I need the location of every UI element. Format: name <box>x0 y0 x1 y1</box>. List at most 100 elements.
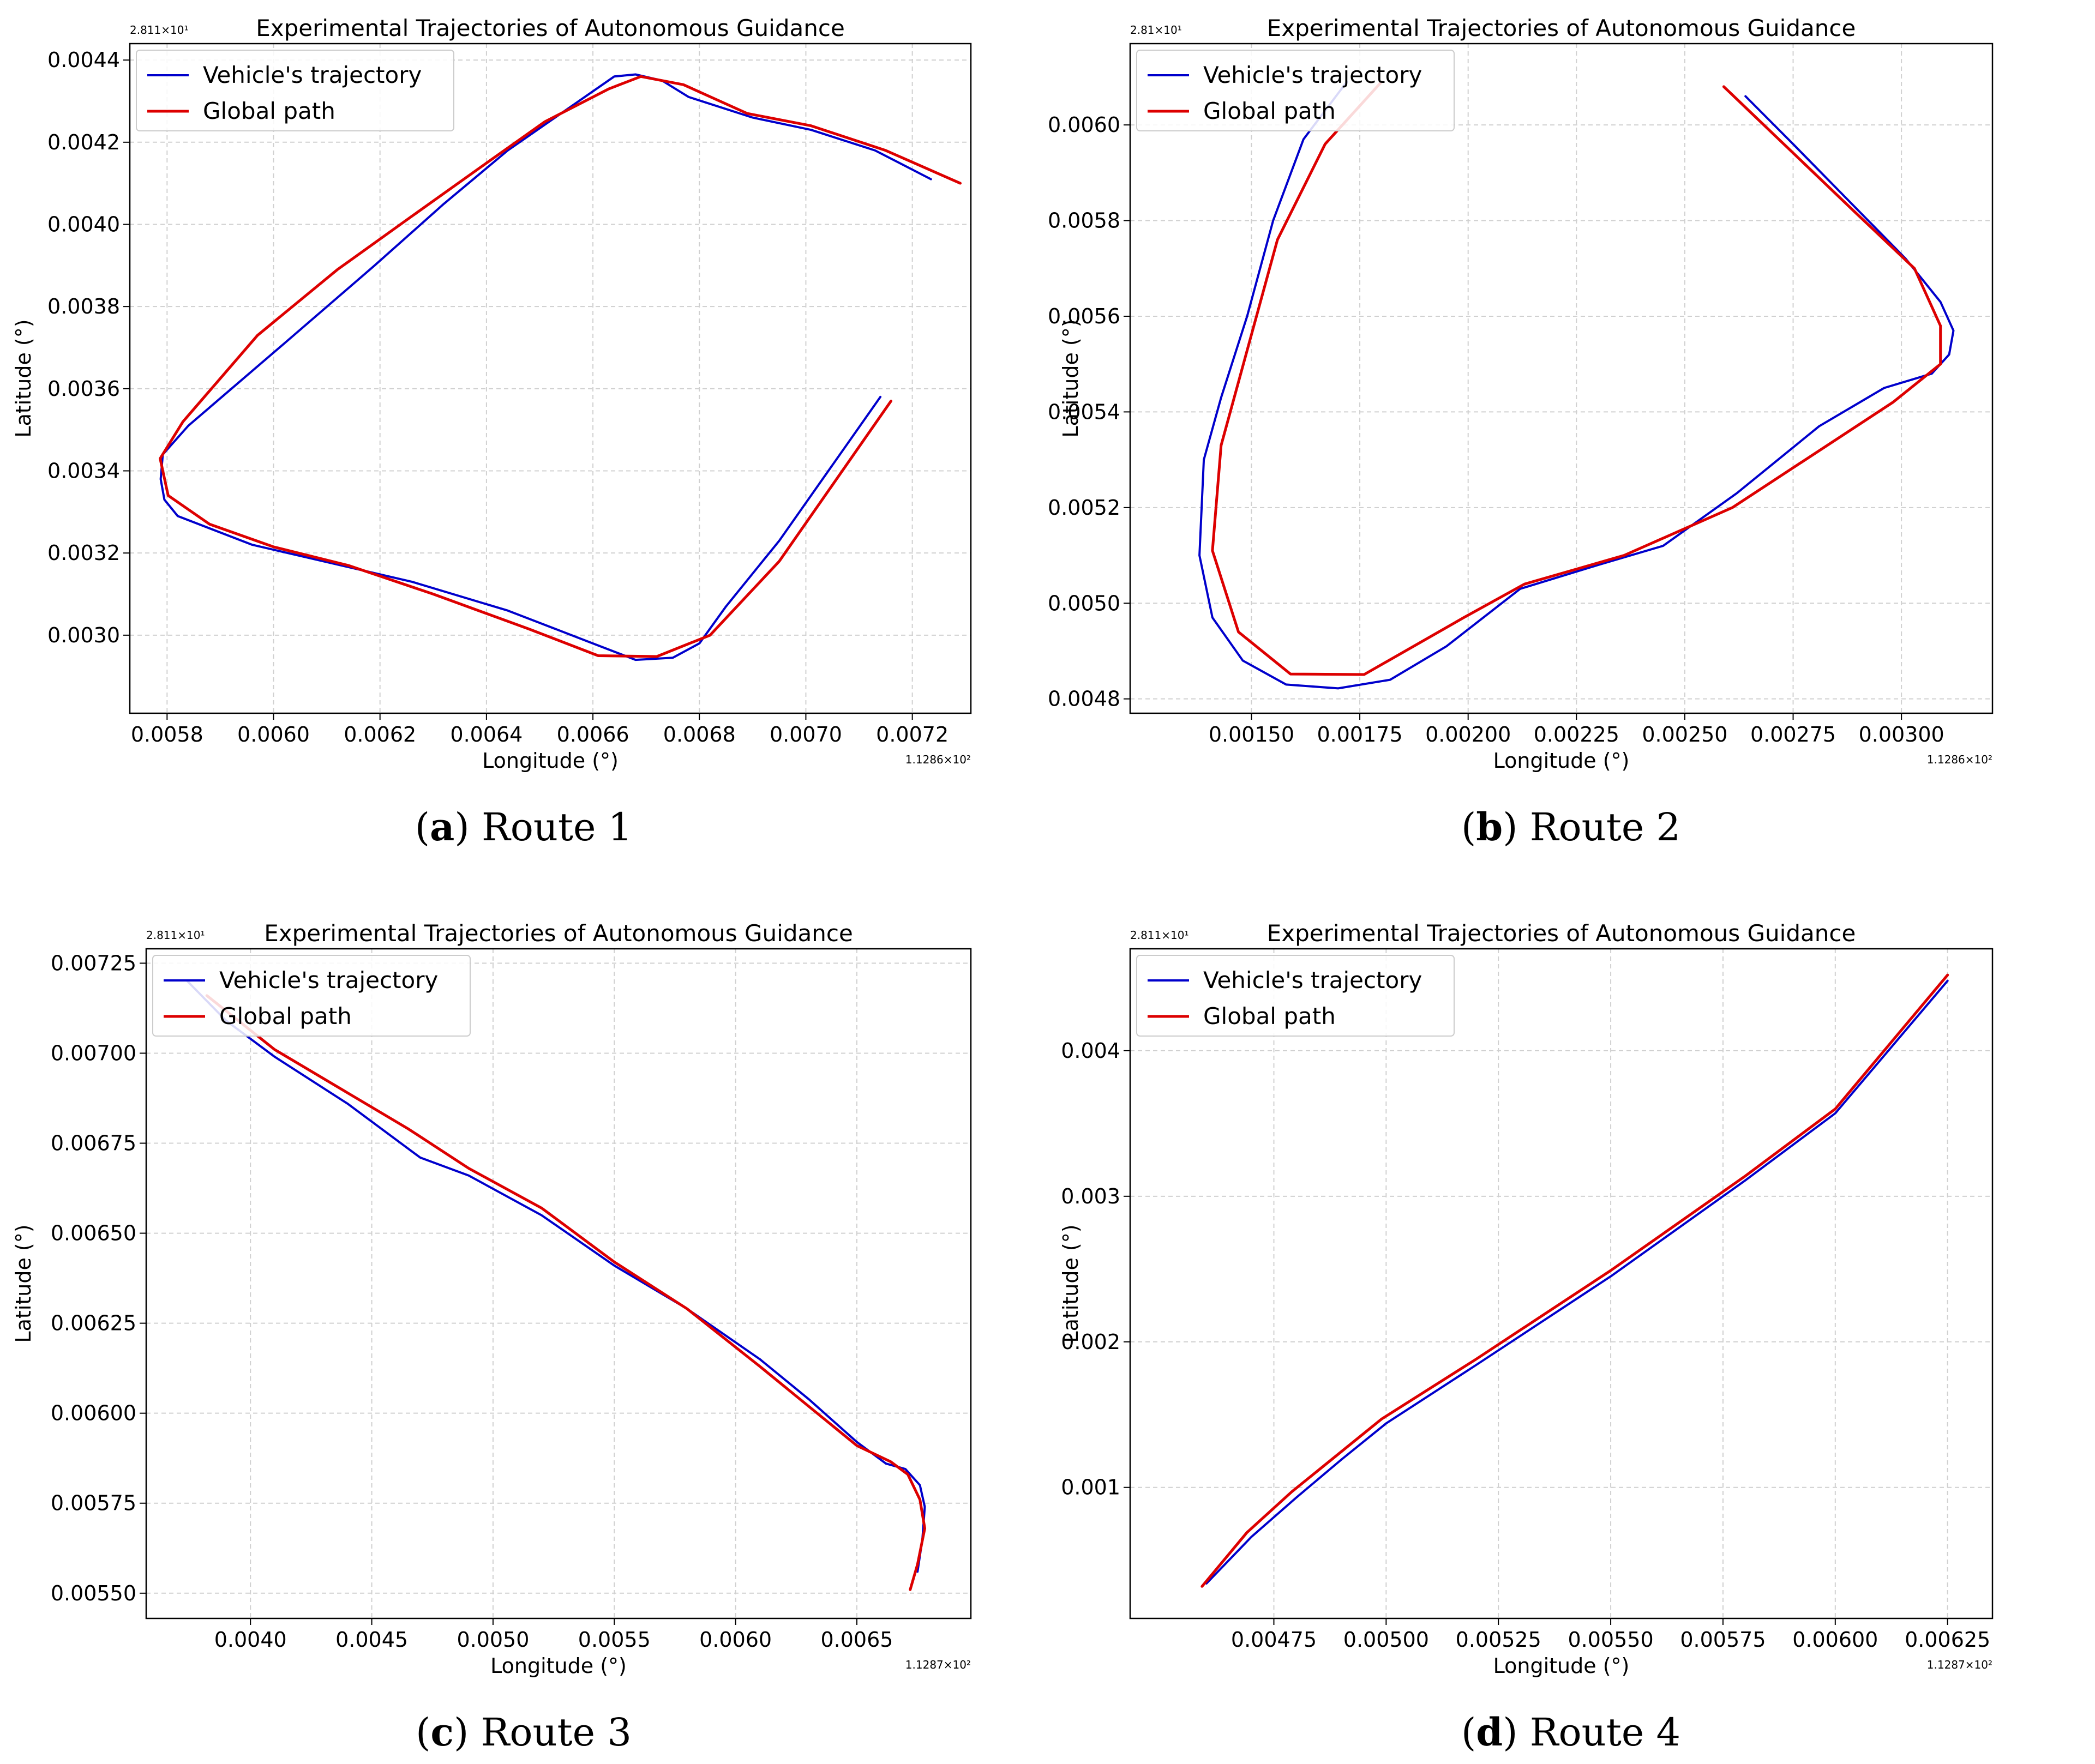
caption-letter: d <box>1476 1709 1503 1755</box>
series-line-global-path <box>1200 973 1949 1588</box>
plot-area <box>1130 44 1992 713</box>
chart-route-3: 0.0040 0.0045 0.0050 0.0055 0.0060 0.0065 0.00… <box>11 920 972 1678</box>
legend-box <box>136 50 454 131</box>
chart-route-2: 0.00150 0.00175 0.00200 0.00225 0.00250 0.002… <box>1048 15 1994 773</box>
x-tick-label: 0.0060 <box>237 723 310 746</box>
series-line-global-path <box>1211 80 1942 676</box>
y-tick-label: 0.0056 <box>1048 304 1120 328</box>
caption-route-1: (a) Route 1 <box>415 804 633 850</box>
x-tick-label: 0.00575 <box>1680 1628 1766 1652</box>
legend-label: Global path <box>1203 1003 1336 1029</box>
legend-label: Vehicle's trajectory <box>1203 967 1422 994</box>
x-tick-label: 0.0064 <box>450 723 523 746</box>
y-tick-label: 0.0044 <box>47 48 120 72</box>
y-tick-label: 0.0048 <box>1048 687 1120 711</box>
series-line-vehicle-trajectory <box>186 980 926 1573</box>
x-tick-label: 0.0058 <box>131 723 203 746</box>
caption-text: Route 4 <box>1529 1710 1681 1755</box>
y-tick-label: 0.003 <box>1061 1184 1120 1208</box>
series-line-vehicle-trajectory <box>159 73 932 661</box>
chart-title: Experimental Trajectories of Autonomous … <box>1267 920 1856 947</box>
y-tick-label: 0.0040 <box>47 212 120 236</box>
plot-frame <box>1129 43 1994 714</box>
y-tick-label: 0.00650 <box>51 1221 136 1245</box>
x-offset-label: 1.1287×10² <box>1927 1658 1992 1671</box>
y-tick-label: 0.00675 <box>51 1131 136 1155</box>
y-offset-label: 2.811×10¹ <box>130 23 188 37</box>
caption-text: Route 1 <box>481 805 633 850</box>
x-offset-label: 1.1286×10² <box>1927 753 1992 766</box>
x-tick-label: 0.00300 <box>1859 723 1944 746</box>
plot-area <box>130 44 971 713</box>
legend-label: Vehicle's trajectory <box>203 62 422 88</box>
x-tick-label: 0.00200 <box>1425 723 1511 746</box>
legend-label: Global path <box>203 98 335 124</box>
y-tick-label: 0.00550 <box>51 1581 136 1605</box>
y-tick-label: 0.0058 <box>1048 209 1120 233</box>
y-tick-label: 0.00575 <box>51 1491 136 1515</box>
x-tick-label: 0.0065 <box>821 1628 893 1652</box>
x-offset-label: 1.1287×10² <box>905 1658 971 1671</box>
y-tick-label: 0.0042 <box>47 130 120 154</box>
y-offset-label: 2.811×10¹ <box>146 929 205 942</box>
y-tick-label: 0.002 <box>1061 1330 1120 1354</box>
y-tick-label: 0.00700 <box>51 1041 136 1065</box>
x-tick-label: 0.00275 <box>1750 723 1836 746</box>
x-tick-label: 0.0045 <box>335 1628 408 1652</box>
y-tick-label: 0.0030 <box>47 623 120 647</box>
y-axis-label: Latitude (°) <box>11 1224 35 1342</box>
y-tick-label: 0.0038 <box>47 294 120 318</box>
y-axis-label: Latitude (°) <box>1059 1224 1083 1342</box>
chart-title: Experimental Trajectories of Autonomous … <box>256 15 845 41</box>
x-tick-label: 0.00175 <box>1317 723 1403 746</box>
y-offset-label: 2.811×10¹ <box>1130 929 1188 942</box>
legend-label: Vehicle's trajectory <box>1203 62 1422 88</box>
x-tick-label: 0.0050 <box>457 1628 529 1652</box>
x-tick-label: 0.0068 <box>663 723 736 746</box>
caption-text: Route 2 <box>1529 805 1681 850</box>
caption-letter: b <box>1476 804 1503 850</box>
plot-area <box>146 949 971 1618</box>
y-axis-label: Latitude (°) <box>1059 319 1083 437</box>
y-tick-label: 0.004 <box>1061 1039 1120 1063</box>
chart-title: Experimental Trajectories of Autonomous … <box>1267 15 1856 41</box>
x-tick-label: 0.0070 <box>770 723 842 746</box>
x-tick-label: 0.00625 <box>1905 1628 1990 1652</box>
y-axis-label: Latitude (°) <box>11 319 35 437</box>
x-axis-label: Longitude (°) <box>1493 1654 1630 1678</box>
legend-box <box>1136 955 1455 1037</box>
series-line-global-path <box>159 75 962 658</box>
legend-box <box>152 955 471 1037</box>
y-tick-label: 0.00600 <box>51 1401 136 1425</box>
caption-route-4: (d) Route 4 <box>1461 1709 1681 1755</box>
x-tick-label: 0.00500 <box>1343 1628 1429 1652</box>
x-tick-label: 0.0066 <box>557 723 629 746</box>
chart-title: Experimental Trajectories of Autonomous … <box>264 920 853 947</box>
plot-area <box>1130 949 1992 1618</box>
x-tick-label: 0.0040 <box>214 1628 287 1652</box>
x-axis-label: Longitude (°) <box>490 1654 627 1678</box>
chart-route-4: 0.00475 0.00500 0.00525 0.00550 0.00575 0.006… <box>1059 920 1994 1678</box>
y-tick-label: 0.00725 <box>51 951 136 975</box>
x-tick-label: 0.0072 <box>876 723 949 746</box>
x-tick-label: 0.00250 <box>1642 723 1727 746</box>
plot-frame <box>145 948 972 1619</box>
x-tick-label: 0.0062 <box>344 723 416 746</box>
x-offset-label: 1.1286×10² <box>905 753 971 766</box>
y-tick-label: 0.001 <box>1061 1476 1120 1500</box>
series-line-global-path <box>205 994 926 1591</box>
legend-label: Vehicle's trajectory <box>219 967 438 994</box>
caption-letter: a <box>430 804 455 850</box>
legend-label: Global path <box>219 1003 352 1029</box>
y-tick-label: 0.00625 <box>51 1311 136 1335</box>
x-tick-label: 0.00600 <box>1792 1628 1878 1652</box>
chart-route-1: 0.0058 0.0060 0.0062 0.0064 0.0066 0.0068 0.00… <box>11 15 972 773</box>
y-tick-label: 0.0034 <box>47 459 120 483</box>
plot-frame <box>129 43 972 714</box>
y-tick-label: 0.0032 <box>47 541 120 565</box>
y-tick-label: 0.0052 <box>1048 496 1120 520</box>
x-tick-label: 0.0060 <box>699 1628 772 1652</box>
y-tick-label: 0.0060 <box>1048 113 1120 137</box>
y-offset-label: 2.81×10¹ <box>1130 23 1182 37</box>
x-axis-label: Longitude (°) <box>482 749 619 773</box>
